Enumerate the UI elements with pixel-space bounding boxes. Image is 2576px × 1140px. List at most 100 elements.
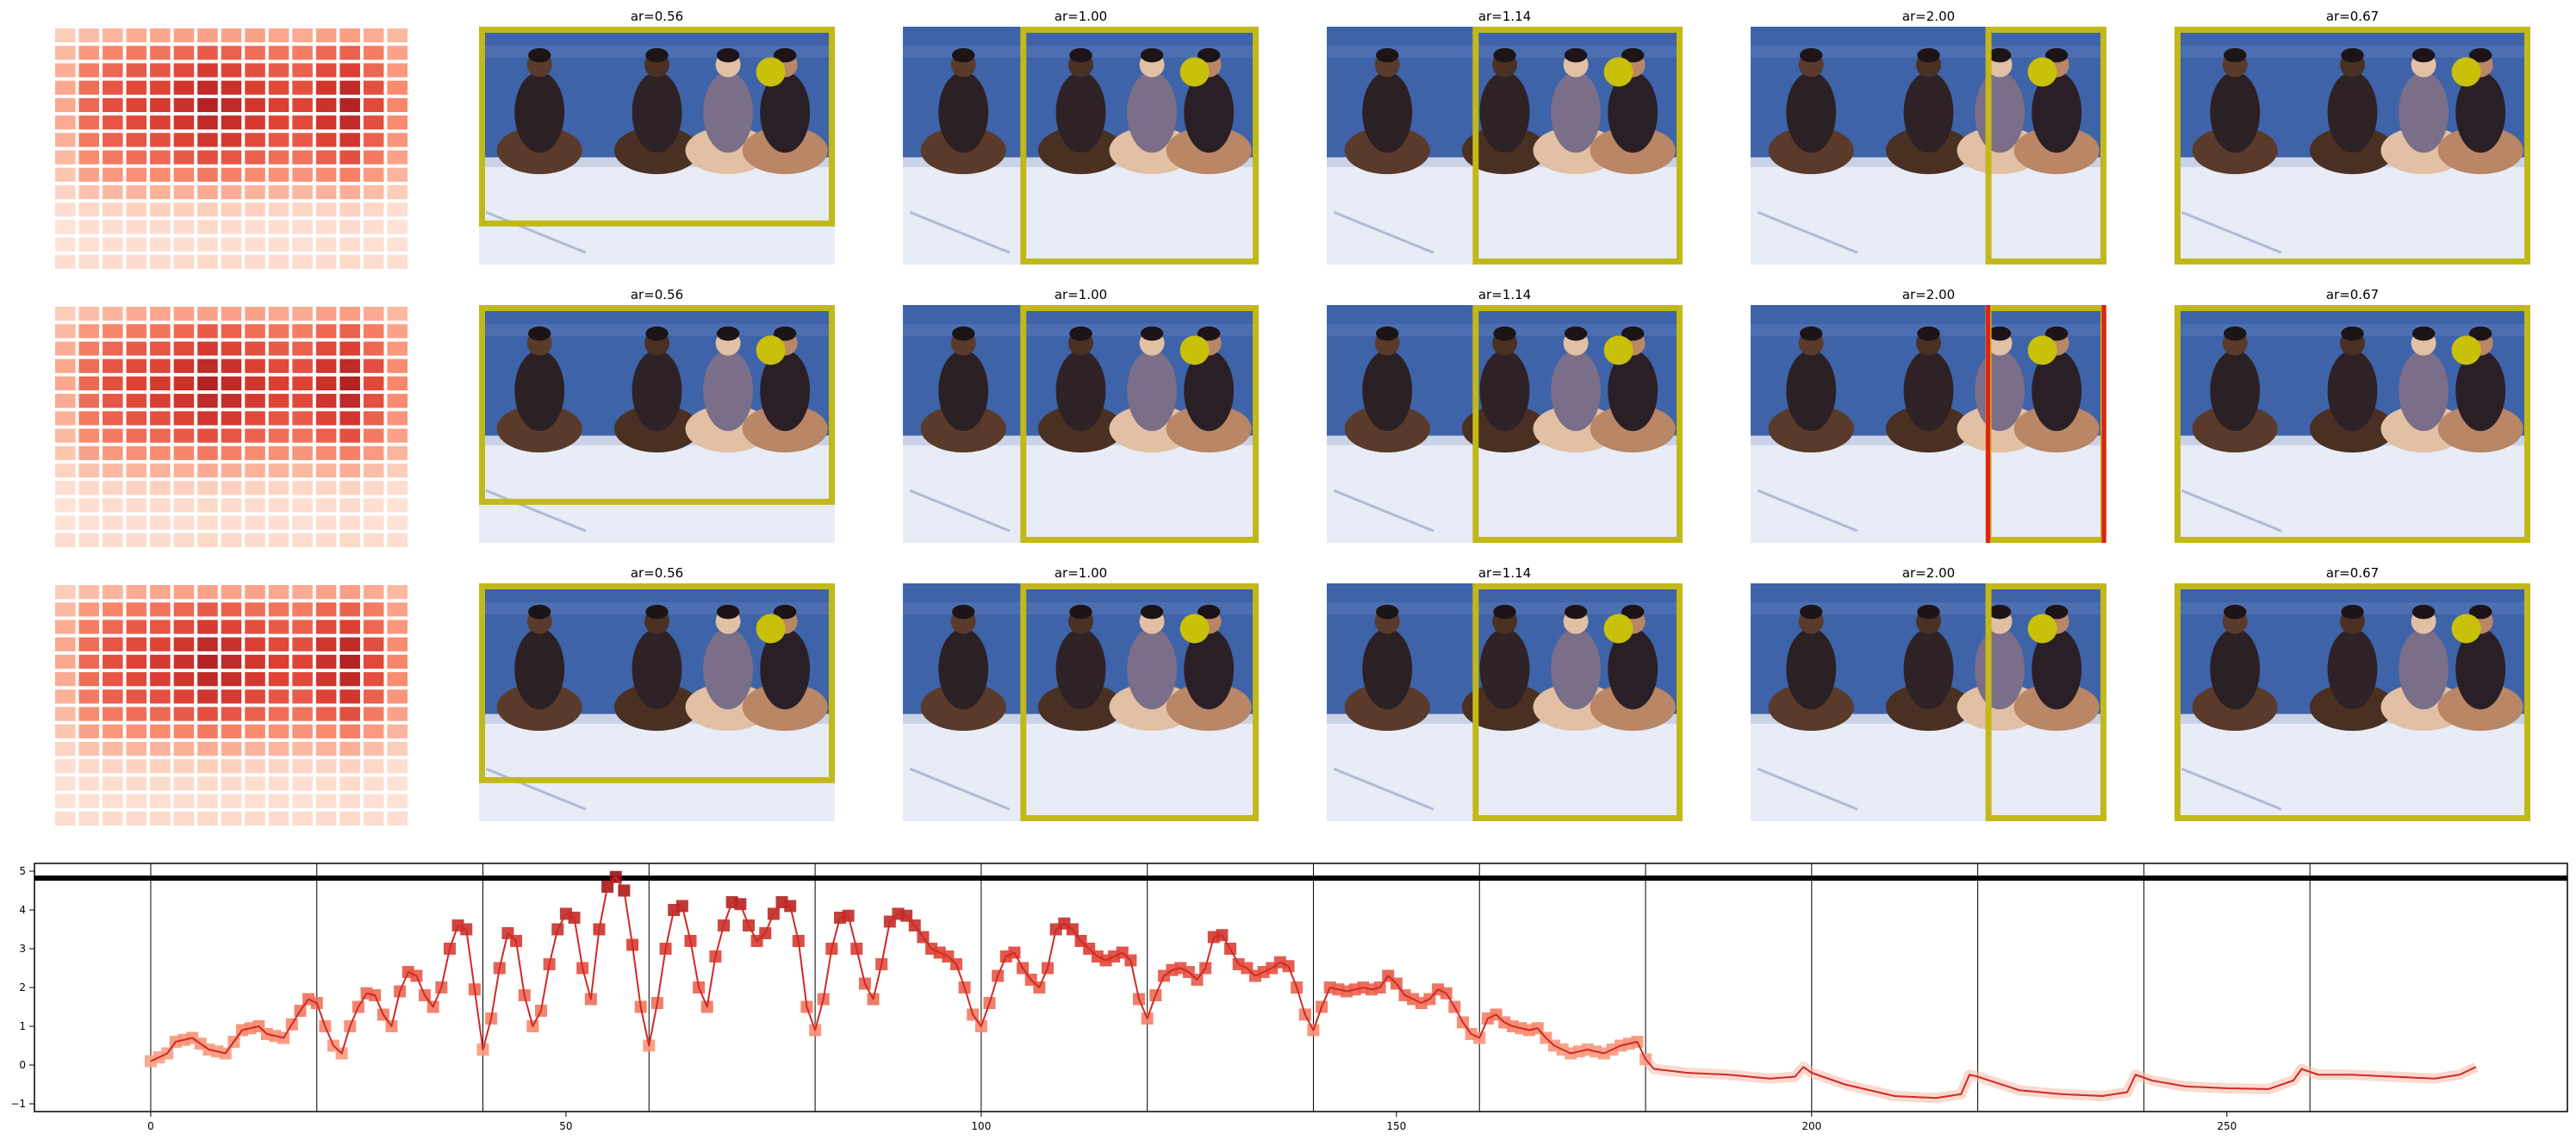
heatmap-cell <box>103 80 123 95</box>
heatmap-cell <box>103 324 123 339</box>
heatmap-cell <box>126 585 147 600</box>
heatmap-cell <box>292 411 313 426</box>
heatmap-cell <box>245 515 265 530</box>
heatmap-cell <box>245 585 265 600</box>
heatmap-cell <box>268 498 289 513</box>
heatmap-cell <box>221 324 242 339</box>
heatmap-cell <box>126 254 147 269</box>
crop-box <box>479 27 835 227</box>
heatmap-cell <box>78 80 100 95</box>
scene-floor <box>2175 713 2530 821</box>
heatmap-cell <box>103 28 123 43</box>
x-tick-label: 100 <box>971 1120 991 1132</box>
heatmap-cell <box>103 741 123 757</box>
heatmap-cell <box>173 184 195 200</box>
gymnast-hair <box>716 326 740 341</box>
heatmap-cell <box>103 811 123 825</box>
heatmap-cell <box>363 481 384 495</box>
heatmap-cell <box>245 672 265 687</box>
scene-floor-shadow <box>909 489 1011 533</box>
heatmap-cell <box>150 411 171 426</box>
heatmap-cell <box>387 533 408 547</box>
heatmap-cell <box>78 411 100 426</box>
heatmap-cell <box>173 445 195 460</box>
heatmap-cell <box>173 515 195 530</box>
gymnast-hair <box>1493 326 1516 341</box>
gymnast-hair <box>527 604 551 620</box>
heatmap-cell <box>339 741 360 757</box>
gymnast-torso <box>1608 72 1658 153</box>
heatmap-cell <box>363 237 384 252</box>
gymnast-torso <box>2032 350 2082 432</box>
heatmap-cell <box>126 376 147 391</box>
heatmap-cell <box>221 394 242 408</box>
heatmap-cell <box>315 307 337 321</box>
heatmap-cell <box>55 28 76 43</box>
scene-floor <box>903 435 1259 543</box>
heatmap-cell <box>197 445 218 460</box>
heatmap-cell <box>197 585 218 600</box>
heatmap-cell <box>78 237 100 252</box>
heatmap-cell <box>55 202 76 217</box>
heatmap-cell <box>55 324 76 339</box>
heatmap-cell <box>268 28 289 43</box>
y-tick-label: 1 <box>19 1020 26 1032</box>
heatmap-cell <box>173 46 195 60</box>
heatmap-cell <box>292 341 313 356</box>
heatmap-cell <box>268 654 289 670</box>
gymnast-hair <box>1493 47 1516 63</box>
heatmap-cell <box>245 97 265 113</box>
heatmap-cell <box>268 167 289 182</box>
heatmap-cell <box>292 741 313 757</box>
scene-floor-shadow <box>1757 767 1858 811</box>
crop-tile: ar=1.00 <box>903 565 1260 821</box>
heatmap-cell <box>55 724 76 738</box>
heatmap-cell <box>339 167 360 182</box>
heatmap-cell <box>387 133 408 147</box>
scene-floor-shadow <box>485 767 587 811</box>
heatmap-cell <box>292 358 313 373</box>
heatmap-cell <box>387 515 408 530</box>
heatmap-cell <box>55 307 76 321</box>
heatmap-cell <box>363 498 384 513</box>
heatmap-cell <box>339 97 360 113</box>
focus-point-marker <box>2027 57 2057 87</box>
heatmap-cell <box>268 602 289 617</box>
heatmap-cell <box>126 46 147 60</box>
gymnast-hair <box>2468 326 2492 341</box>
gymnast-hair <box>1069 326 1092 341</box>
attention-heatmap <box>55 585 408 825</box>
heatmap-cell <box>268 307 289 321</box>
heatmap-cell <box>221 358 242 373</box>
heatmap-cell <box>339 585 360 600</box>
heatmap-cell <box>268 63 289 78</box>
heatmap-cell <box>126 672 147 687</box>
heatmap-cell <box>245 341 265 356</box>
heatmap-cell <box>292 167 313 182</box>
heatmap-cell <box>126 220 147 234</box>
heatmap-cell <box>363 202 384 217</box>
heatmap-cell <box>103 776 123 791</box>
heatmap-cell <box>363 428 384 443</box>
heatmap-cell <box>103 411 123 426</box>
heatmap-cell <box>292 689 313 704</box>
heatmap-cell <box>221 411 242 426</box>
heatmap-cell <box>103 445 123 460</box>
heatmap-cell <box>387 184 408 200</box>
heatmap-cell <box>78 167 100 182</box>
focus-point-marker <box>2451 57 2481 87</box>
heatmap-cell <box>315 254 337 269</box>
tile-aspect-label: ar=1.00 <box>1055 565 1107 581</box>
focus-point-marker <box>1603 335 1633 365</box>
heatmap-cell <box>55 394 76 408</box>
gymnast-hair <box>645 47 669 63</box>
tile-aspect-label: ar=0.67 <box>2326 9 2379 24</box>
heatmap-cell <box>315 498 337 513</box>
heatmap-cell <box>173 811 195 825</box>
heatmap-cell <box>55 46 76 60</box>
x-tick-label: 250 <box>2217 1120 2237 1132</box>
heatmap-cell <box>339 150 360 165</box>
heatmap-cell <box>387 358 408 373</box>
heatmap-cell <box>292 759 313 774</box>
heatmap-cell <box>150 394 171 408</box>
